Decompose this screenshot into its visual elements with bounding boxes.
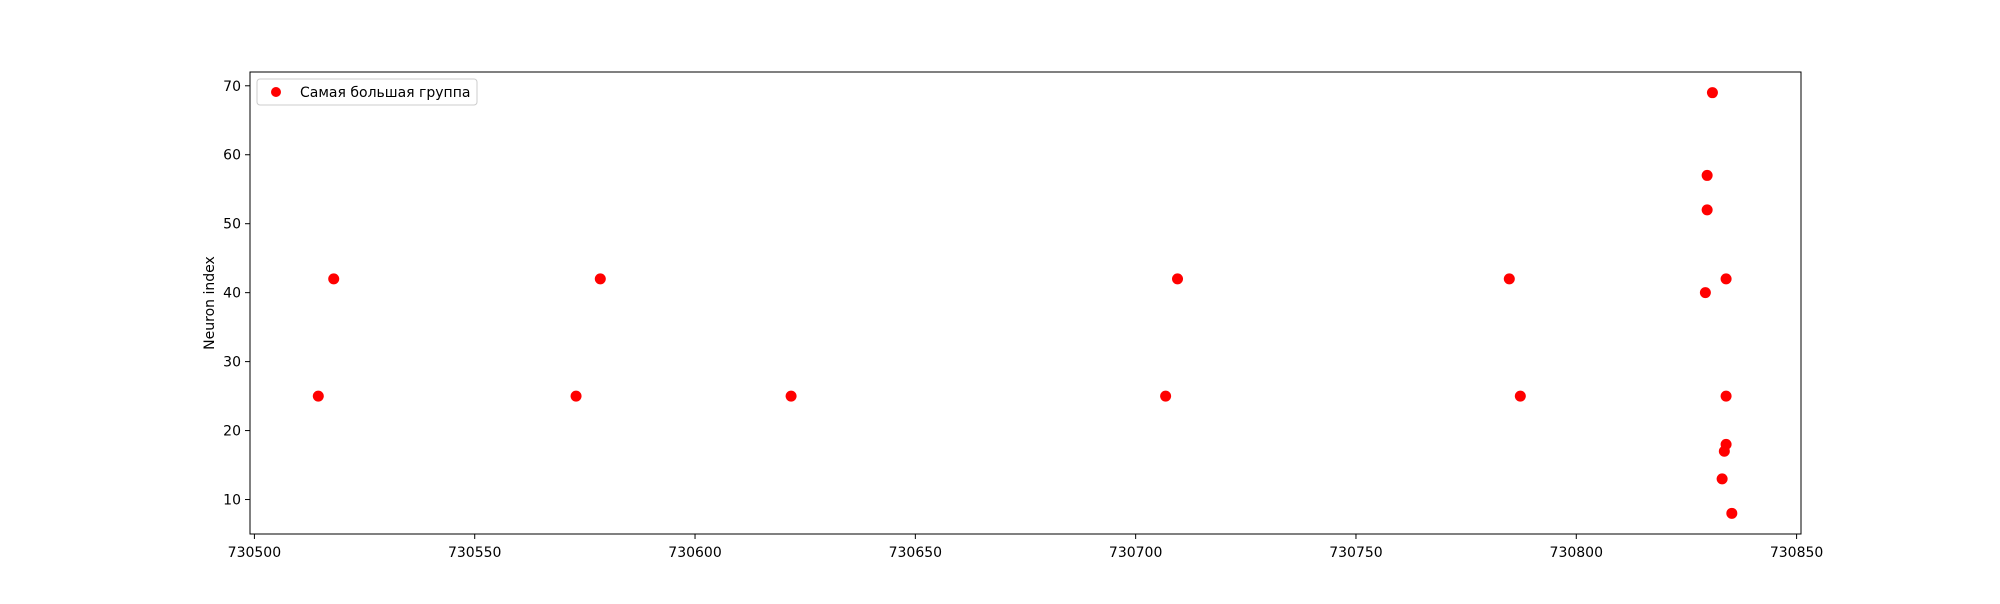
x-tick-label: 730700: [1109, 545, 1162, 561]
x-axis: 730500 730550 730600 730650 730700 730750 7308…: [228, 534, 1823, 561]
x-tick-label: 730600: [668, 545, 721, 561]
legend-marker: [271, 87, 281, 97]
y-tick-label: 70: [223, 79, 241, 95]
data-point: [1160, 390, 1172, 402]
data-point: [570, 390, 582, 402]
y-tick-label: 60: [223, 148, 241, 164]
x-tick-label: 730800: [1550, 545, 1603, 561]
x-tick-label: 730850: [1770, 545, 1823, 561]
y-tick-label: 30: [223, 355, 241, 371]
data-point: [785, 390, 797, 402]
y-axis: 10 20 30 40 50 60 70: [223, 79, 250, 509]
data-point: [1720, 438, 1732, 450]
data-point: [594, 273, 606, 285]
data-point: [1701, 204, 1713, 216]
data-point: [1720, 390, 1732, 402]
x-tick-label: 730500: [228, 545, 281, 561]
data-point: [1720, 273, 1732, 285]
data-point: [1726, 507, 1738, 519]
data-point: [1699, 287, 1711, 299]
data-point: [1706, 87, 1718, 99]
data-point: [1503, 273, 1515, 285]
data-point: [312, 390, 324, 402]
data-point: [1701, 169, 1713, 181]
data-point: [1172, 273, 1184, 285]
data-point: [1716, 473, 1728, 485]
legend-box: [256, 78, 478, 106]
data-point: [1514, 390, 1526, 402]
data-point: [328, 273, 340, 285]
y-tick-label: 20: [223, 424, 241, 440]
x-tick-label: 730650: [889, 545, 942, 561]
plot-area-frame: [249, 71, 1802, 535]
y-tick-label: 50: [223, 217, 241, 233]
legend-label: Самая большая группа: [300, 85, 470, 101]
legend: Самая большая группа: [256, 78, 478, 106]
x-tick-label: 730550: [448, 545, 501, 561]
y-axis-label: Neuron index: [202, 256, 218, 350]
x-tick-label: 730750: [1329, 545, 1382, 561]
y-tick-label: 10: [223, 493, 241, 509]
y-tick-label: 40: [223, 286, 241, 302]
data-points: [312, 87, 1738, 519]
